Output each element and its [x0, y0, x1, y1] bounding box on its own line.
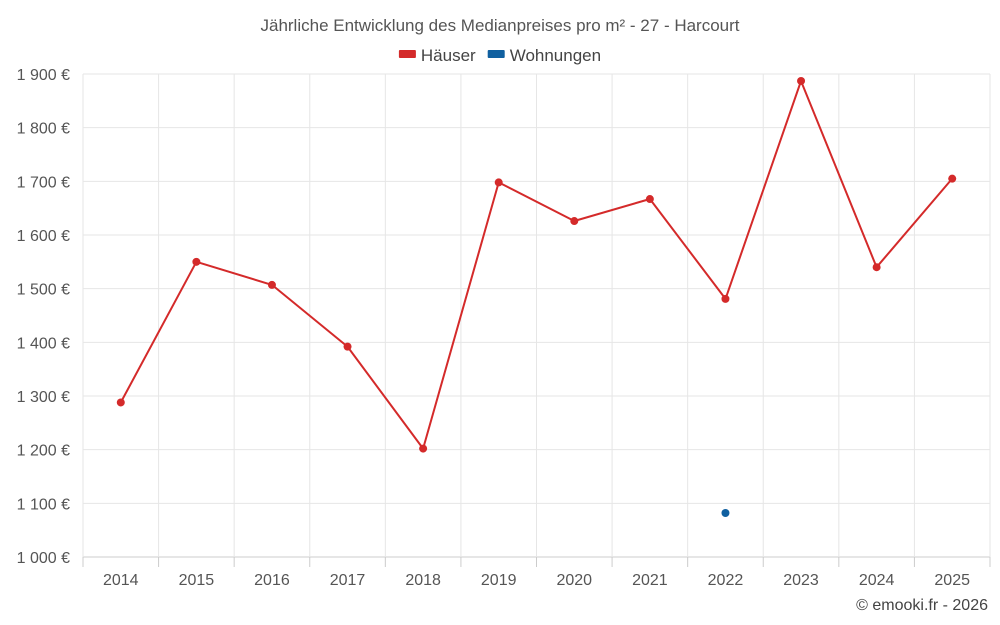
legend-label: Häuser: [421, 46, 476, 65]
y-axis-tick-labels: 1 000 € 1 100 € 1 200 € 1 300 € 1 400 € 1 500…: [17, 67, 70, 567]
y-tick-label: 1 100 €: [17, 496, 70, 513]
legend-label: Wohnungen: [510, 46, 601, 65]
data-point: [948, 174, 957, 183]
x-tick-label: 2020: [556, 572, 592, 589]
data-point: [494, 178, 503, 187]
y-tick-label: 1 600 €: [17, 228, 70, 245]
vertical-gridlines: [82, 74, 991, 567]
x-tick-label: 2014: [103, 572, 139, 589]
series-layer: [116, 76, 957, 517]
x-tick-label: 2019: [481, 572, 517, 589]
legend-swatch: [398, 50, 416, 58]
x-tick-label: 2024: [859, 572, 895, 589]
y-tick-label: 1 400 €: [17, 335, 70, 352]
data-point: [645, 195, 654, 204]
y-tick-label: 1 500 €: [17, 282, 70, 299]
legend-swatch: [487, 50, 505, 58]
legend-item-häuser: Häuser: [398, 46, 476, 65]
data-point: [419, 444, 428, 453]
legend: Häuser Wohnungen: [398, 46, 601, 65]
data-point: [721, 294, 730, 303]
y-tick-label: 1 700 €: [17, 174, 70, 191]
series-line-häuser: [119, 80, 953, 450]
x-tick-label: 2023: [783, 572, 819, 589]
y-tick-label: 1 200 €: [17, 443, 70, 460]
data-point: [343, 342, 352, 351]
credit-text: © emooki.fr - 2026: [856, 597, 988, 614]
x-tick-label: 2016: [254, 572, 290, 589]
chart-title: Jährliche Entwicklung des Medianpreises …: [260, 16, 739, 35]
y-tick-label: 1 000 €: [17, 550, 70, 567]
y-tick-label: 1 300 €: [17, 389, 70, 406]
x-axis-tick-labels: 2014 2015 2016 2017 2018 2019 2020 2021 2022 2023…: [103, 572, 970, 589]
x-tick-label: 2017: [330, 572, 366, 589]
x-tick-label: 2015: [179, 572, 215, 589]
x-tick-label: 2025: [934, 572, 970, 589]
x-tick-label: 2021: [632, 572, 668, 589]
data-point: [797, 76, 806, 85]
data-point: [721, 508, 730, 517]
data-point: [116, 398, 125, 407]
y-tick-label: 1 800 €: [17, 121, 70, 138]
data-point: [570, 217, 579, 226]
x-tick-label: 2022: [708, 572, 744, 589]
data-point: [872, 263, 881, 272]
x-tick-label: 2018: [405, 572, 441, 589]
y-tick-label: 1 900 €: [17, 67, 70, 84]
data-point: [192, 257, 201, 266]
data-point: [267, 280, 276, 289]
legend-item-wohnungen: Wohnungen: [487, 46, 601, 65]
